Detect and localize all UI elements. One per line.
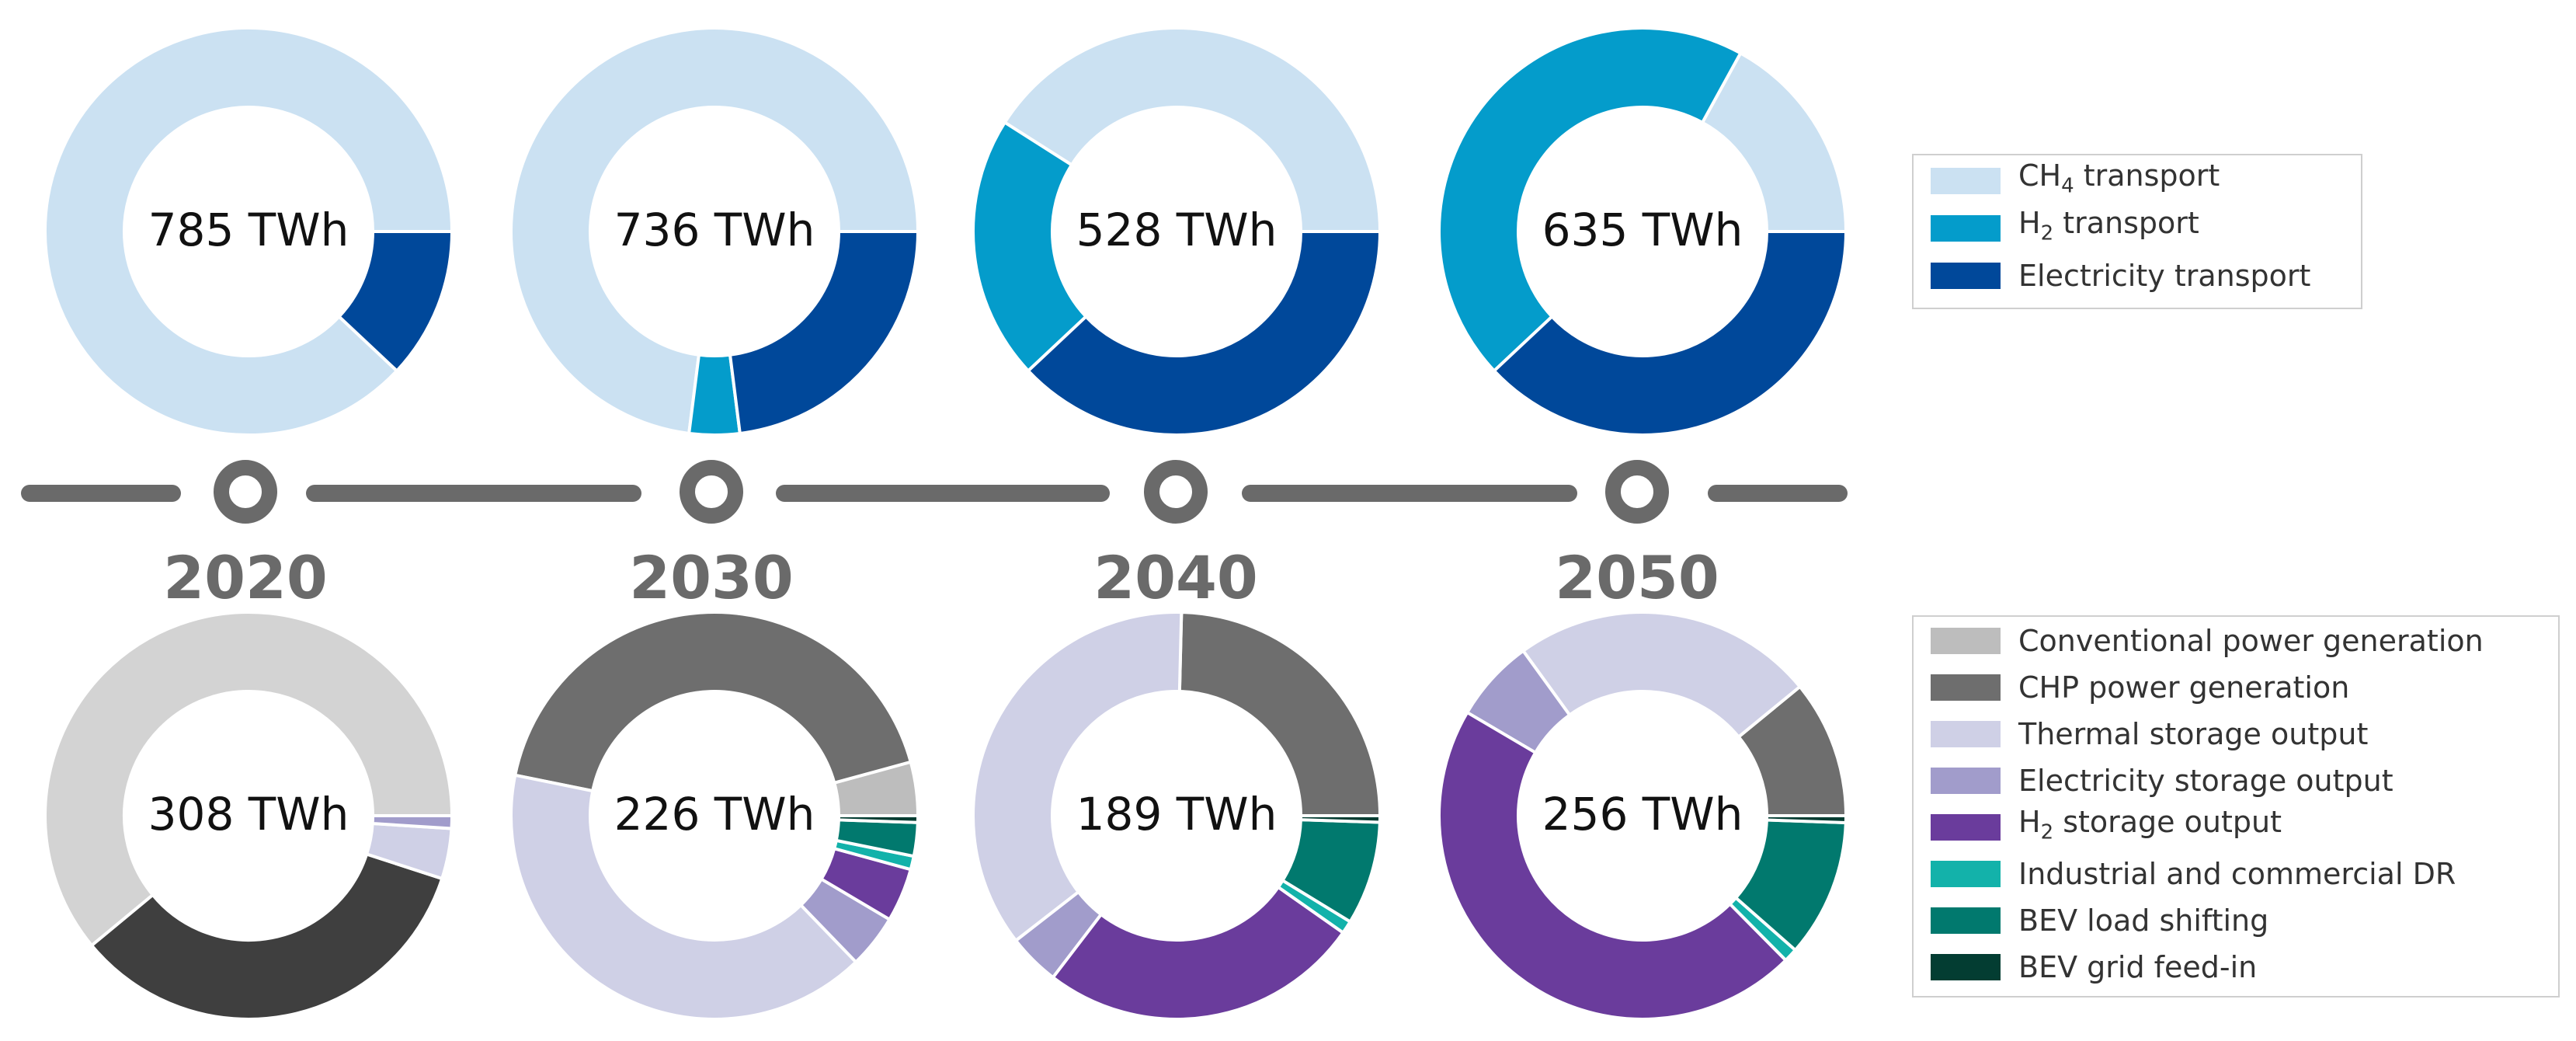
legend-label-text: transport [2074,158,2220,193]
legend-label: CH4 transport [2018,156,2220,206]
legend-swatch [1931,768,2001,794]
legend-swatch [1931,721,2001,747]
legend-label-subscript: 2 [2041,821,2054,844]
slice-h2-storage-output [1053,887,1343,1019]
donut-transport-2020: 785 TWh [45,28,452,435]
legend-item-electricity-transport: Electricity transport [1914,256,2361,295]
legend-label-text: BEV load shifting [2018,903,2268,938]
donut-flexibility-2020: 308 TWh [45,612,452,1019]
slice-electricity-transport [1494,232,1846,435]
donut-transport-2030: 736 TWh [511,28,918,435]
slice-chp-power-generation [1180,612,1380,816]
legend-item-h2-transport: H2 transport [1914,209,2361,248]
center-total-label: 528 TWh [1076,204,1278,256]
legend-swatch [1931,168,2001,194]
legend-item-bev-grid-feed-in: BEV grid feed-in [1914,948,2558,987]
year-label-2050: 2050 [1555,543,1719,612]
year-label-2020: 2020 [163,543,328,612]
donut-transport-2040: 528 TWh [973,28,1380,435]
legend-label: Electricity storage output [2018,761,2393,800]
legend-label: H2 transport [2018,204,2199,253]
legend-label-text: H [2018,206,2041,240]
legend-label: BEV grid feed-in [2018,948,2257,987]
legend-label-text: Electricity transport [2018,259,2310,293]
legend-item-h2-storage-output: H2 storage output [1914,808,2558,847]
legend-label: CHP power generation [2018,668,2349,707]
legend-item-bev-load-shifting: BEV load shifting [1914,901,2558,940]
slice-chp-power-generation [515,612,910,791]
legend-item-thermal-storage-output: Thermal storage output [1914,715,2558,754]
slice-ch4-transport [1005,28,1380,232]
legend-label-text: Electricity storage output [2018,764,2393,798]
donut-transport-2050: 635 TWh [1439,28,1846,435]
donut-flexibility-2040: 189 TWh [973,612,1380,1019]
slice-h2-storage-output [1439,712,1785,1019]
legend-label: Industrial and commercial DR [2018,855,2456,893]
center-total-label: 226 TWh [614,788,815,841]
center-total-label: 635 TWh [1542,204,1743,256]
legend-transport: CH4 transport H2 transport Electricity tra… [1912,154,2362,309]
legend-item-conventional-power-generation: Conventional power generation [1914,621,2558,660]
legend-label-text: BEV grid feed-in [2018,950,2257,984]
legend-label: Electricity transport [2018,256,2310,295]
year-label-2040: 2040 [1093,543,1258,612]
legend-label: Conventional power generation [2018,621,2484,660]
legend-swatch [1931,215,2001,242]
legend-label-text: transport [2053,206,2199,240]
timeline-marker-2040 [1152,468,1200,516]
legend-swatch [1931,263,2001,289]
legend-label: Thermal storage output [2018,715,2368,754]
legend-swatch [1931,674,2001,701]
legend-label-subscript: 4 [2061,175,2074,198]
center-total-label: 736 TWh [614,204,815,256]
legend-label-text: H [2018,805,2041,839]
legend-label-subscript: 2 [2041,222,2054,245]
center-total-label: 785 TWh [148,204,349,256]
center-total-label: 308 TWh [148,788,349,841]
legend-label-text: CHP power generation [2018,670,2349,705]
year-label-2030: 2030 [629,543,794,612]
slice-electricity-transport [730,232,918,433]
slice-h2-transport [1439,28,1740,371]
legend-swatch [1931,954,2001,980]
legend-item-industrial-and-commercial-dr: Industrial and commercial DR [1914,855,2558,893]
center-total-label: 189 TWh [1076,788,1278,841]
legend-swatch [1931,814,2001,841]
legend-swatch [1931,907,2001,934]
legend-item-ch4-transport: CH4 transport [1914,162,2361,200]
legend-label: H2 storage output [2018,803,2282,852]
slice-bev-grid-feed-in [1767,816,1846,823]
timeline: 2020 2030 2040 2050 [30,468,1839,612]
timeline-marker-2050 [1613,468,1661,516]
legend-label: BEV load shifting [2018,901,2268,940]
center-total-label: 256 TWh [1542,788,1743,841]
donut-flexibility-2050: 256 TWh [1439,612,1846,1019]
legend-item-chp-power-generation: CHP power generation [1914,668,2558,707]
slice-bev-grid-feed-in [1301,816,1380,822]
legend-label-text: storage output [2053,805,2282,839]
donut-flexibility-2030: 226 TWh [511,612,918,1019]
slice-electricity-transport [1028,232,1380,435]
legend-flexibility: Conventional power generation CHP power g… [1912,615,2560,997]
legend-label-text: Thermal storage output [2018,717,2368,751]
legend-label-text: CH [2018,158,2061,193]
legend-swatch [1931,628,2001,654]
legend-label-text: Industrial and commercial DR [2018,857,2456,891]
legend-label-text: Conventional power generation [2018,624,2484,658]
timeline-marker-2030 [687,468,735,516]
slice-bev-grid-feed-in [839,816,918,823]
legend-item-electricity-storage-output: Electricity storage output [1914,761,2558,800]
slice-chp-power-generation [92,854,442,1019]
legend-swatch [1931,861,2001,887]
timeline-marker-2020 [221,468,269,516]
